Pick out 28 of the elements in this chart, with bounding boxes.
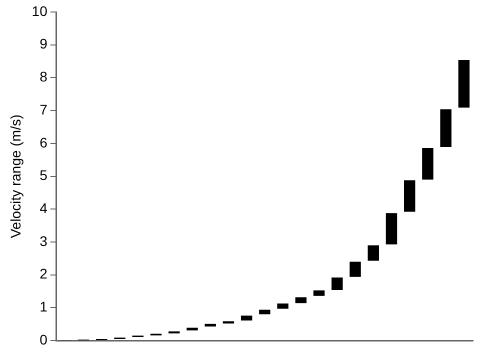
bar (404, 180, 416, 212)
bar (422, 148, 434, 180)
y-tick-label: 8 (40, 68, 48, 85)
y-tick-label: 9 (40, 36, 48, 52)
bar (350, 262, 361, 277)
bar (458, 60, 470, 108)
bar (332, 278, 343, 290)
y-tick-label: 0 (40, 331, 48, 348)
y-axis-title: Velocity range (m/s) (7, 114, 24, 238)
y-tick-label: 5 (40, 167, 48, 184)
y-tick-label: 4 (40, 200, 48, 216)
bar (259, 310, 270, 314)
bar (277, 303, 288, 309)
y-tick-label: 1 (40, 298, 48, 315)
bar (295, 297, 307, 304)
bar (240, 316, 252, 321)
bar (368, 245, 379, 261)
bar (204, 324, 216, 326)
bar (313, 290, 325, 296)
bar (222, 321, 234, 324)
bar (440, 109, 452, 148)
y-tick-label: 6 (40, 134, 48, 150)
bar (186, 328, 198, 330)
y-tick-label: 7 (40, 101, 48, 118)
y-tick-label: 10 (32, 2, 48, 19)
y-tick-label: 2 (40, 266, 48, 282)
bar (386, 213, 398, 244)
y-tick-label: 3 (40, 232, 48, 249)
